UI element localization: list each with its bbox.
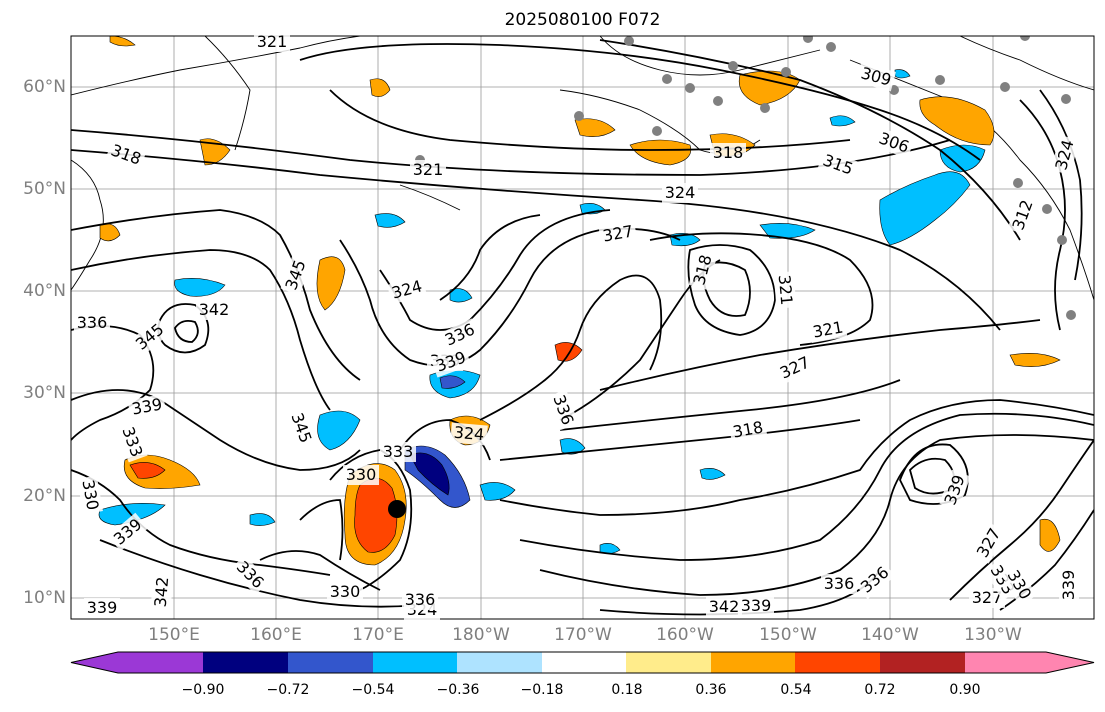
storm-center-marker	[388, 500, 406, 518]
map-frame	[70, 35, 1095, 620]
colorbar-tick-label: −0.72	[266, 682, 310, 698]
contour-label: 330	[327, 582, 363, 602]
contour-label: 324	[450, 422, 488, 446]
contour-label: 336	[74, 313, 110, 333]
lat-label-10n: 10°N	[23, 588, 66, 608]
colorbar-tick-label: 0.54	[780, 682, 812, 698]
lon-label-180w: 180°W	[452, 625, 510, 645]
contour-label: 342	[150, 573, 174, 611]
colorbar-tick-label: 0.72	[864, 682, 896, 698]
colorbar-extend-high	[1046, 652, 1094, 673]
lat-label-20n: 20°N	[23, 486, 66, 506]
lon-label-170e: 170°E	[352, 625, 404, 645]
lon-label-150w: 150°W	[759, 625, 817, 645]
contour-label: 336	[402, 590, 438, 610]
contour-label: 342	[196, 300, 232, 320]
colorbar-tick-label: −0.90	[181, 682, 225, 698]
colorbar-segment	[965, 652, 1046, 673]
contour-label: 321	[254, 32, 290, 52]
lon-label-150e: 150°E	[148, 625, 200, 645]
contour-label: 324	[662, 183, 698, 203]
colorbar-segment	[542, 652, 626, 673]
colorbar-segment	[457, 652, 542, 673]
colorbar-segment	[118, 652, 203, 673]
colorbar-tick-label: −0.36	[436, 682, 480, 698]
colorbar-segment	[203, 652, 288, 673]
colorbar-segment	[626, 652, 711, 673]
station-markers	[415, 36, 1076, 320]
contour-label: 339	[1059, 567, 1079, 603]
contour-label: 333	[380, 442, 416, 462]
map-plot-area	[71, 36, 1094, 619]
coastlines	[71, 36, 1094, 301]
colorbar-segment	[795, 652, 880, 673]
colorbar-segment	[373, 652, 457, 673]
colorbar-outline	[70, 651, 1095, 674]
lat-label-50n: 50°N	[23, 179, 66, 199]
contour-label: 339	[84, 598, 120, 618]
colorbar-tick-label: −0.54	[351, 682, 395, 698]
lon-label-130w: 130°W	[964, 625, 1022, 645]
lon-label-170w: 170°W	[554, 625, 612, 645]
lat-label-60n: 60°N	[23, 77, 66, 97]
lat-label-30n: 30°N	[23, 383, 66, 403]
colorbar-tick-label: 0.90	[949, 682, 981, 698]
contour-label: 327	[969, 588, 1005, 608]
contour-label: 321	[773, 271, 797, 309]
lon-label-160e: 160°E	[250, 625, 302, 645]
colorbar-segment	[880, 652, 965, 673]
contour-label: 321	[410, 160, 446, 180]
lon-label-140w: 140°W	[861, 625, 919, 645]
shaded-regions	[98, 36, 1061, 566]
lat-label-40n: 40°N	[23, 281, 66, 301]
colorbar-tick-label: 0.18	[611, 682, 643, 698]
lon-label-160w: 160°W	[656, 625, 714, 645]
contour-label: 318	[710, 143, 746, 163]
contour-label: 336	[821, 574, 857, 594]
colorbar-segment	[711, 652, 795, 673]
colorbar-tick-label: 0.36	[695, 682, 727, 698]
contour-label: 330	[343, 465, 379, 485]
colorbar	[70, 651, 1095, 674]
contour-label: 339	[738, 596, 774, 616]
map-title: 2025080100 F072	[504, 10, 661, 30]
colorbar-tick-label: −0.18	[520, 682, 564, 698]
colorbar-segment	[288, 652, 373, 673]
colorbar-extend-low	[71, 652, 118, 673]
contour-label: 342	[706, 597, 742, 617]
